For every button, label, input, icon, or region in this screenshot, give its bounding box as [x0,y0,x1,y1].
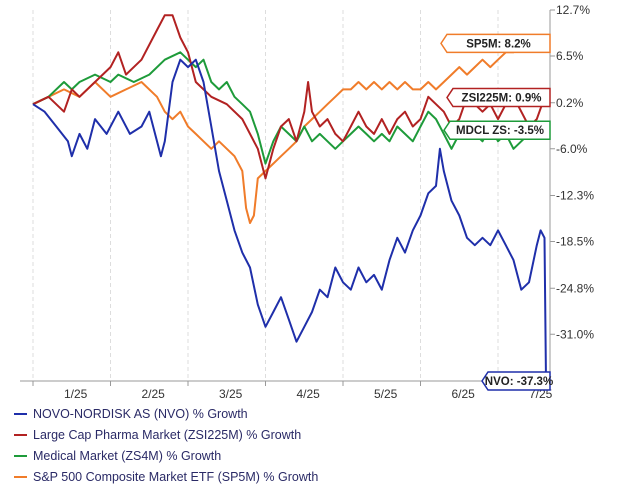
legend-swatch [14,433,27,436]
legend-item: S&P 500 Composite Market ETF (SP5M) % Gr… [14,466,318,487]
legend-swatch [14,475,27,478]
y-axis-ticks: 12.7% 6.5% 0.2% -6.0% -12.3% -18.5% -24.8% -31.… [550,3,594,341]
legend-label: NOVO-NORDISK AS (NVO) % Growth [33,406,248,421]
end-label-text: SP5M: 8.2% [466,38,531,50]
legend-item: NOVO-NORDISK AS (NVO) % Growth [14,403,318,424]
legend-label: Large Cap Pharma Market (ZSI225M) % Grow… [33,427,302,442]
x-tick-label: 6/25 [451,387,475,400]
end-label: MDCL ZS: -3.5% [443,120,551,140]
y-tick-label: 6.5% [556,49,584,63]
end-label-text: ZSI225M: 0.9% [462,93,542,105]
series-line [32,58,547,382]
x-tick-label: 3/25 [219,387,243,400]
end-label: SP5M: 8.2% [440,33,551,54]
legend-swatch [14,454,27,457]
y-tick-label: 0.2% [556,96,584,110]
x-tick-label: 5/25 [374,387,398,400]
y-tick-label: -31.0% [556,327,594,341]
end-labels: NVO: -37.3% ZSI225M: 0.9% MDCL ZS: -3.5% SP… [440,33,553,391]
gridlines [32,10,499,381]
series-line [32,42,545,224]
x-tick-label: 1/25 [64,387,88,400]
stock-growth-chart: 12.7% 6.5% 0.2% -6.0% -12.3% -18.5% -24.8% -31.… [20,3,594,400]
legend-swatch [14,412,27,415]
y-tick-label: -6.0% [556,142,588,156]
legend-item: Medical Market (ZS4M) % Growth [14,445,318,466]
legend-label: S&P 500 Composite Market ETF (SP5M) % Gr… [33,469,319,484]
series-lines [32,14,547,382]
legend-item: Large Cap Pharma Market (ZSI225M) % Grow… [14,424,318,445]
x-tick-label: 2/25 [141,387,165,400]
end-label: ZSI225M: 0.9% [446,87,551,108]
end-label-text: MDCL ZS: -3.5% [456,125,544,137]
chart-legend: NOVO-NORDISK AS (NVO) % Growth Large Cap … [14,403,318,487]
y-tick-label: -12.3% [556,189,594,203]
y-tick-label: -24.8% [556,281,594,295]
y-tick-label: -18.5% [556,235,594,249]
end-label-text: NVO: -37.3% [485,376,553,388]
end-label: NVO: -37.3% [481,371,553,391]
legend-label: Medical Market (ZS4M) % Growth [33,448,222,463]
y-tick-label: 12.7% [556,3,590,17]
x-axis-ticks: 1/25 2/25 3/25 4/25 5/25 6/25 7/25 [32,381,553,400]
x-tick-label: 4/25 [296,387,320,400]
